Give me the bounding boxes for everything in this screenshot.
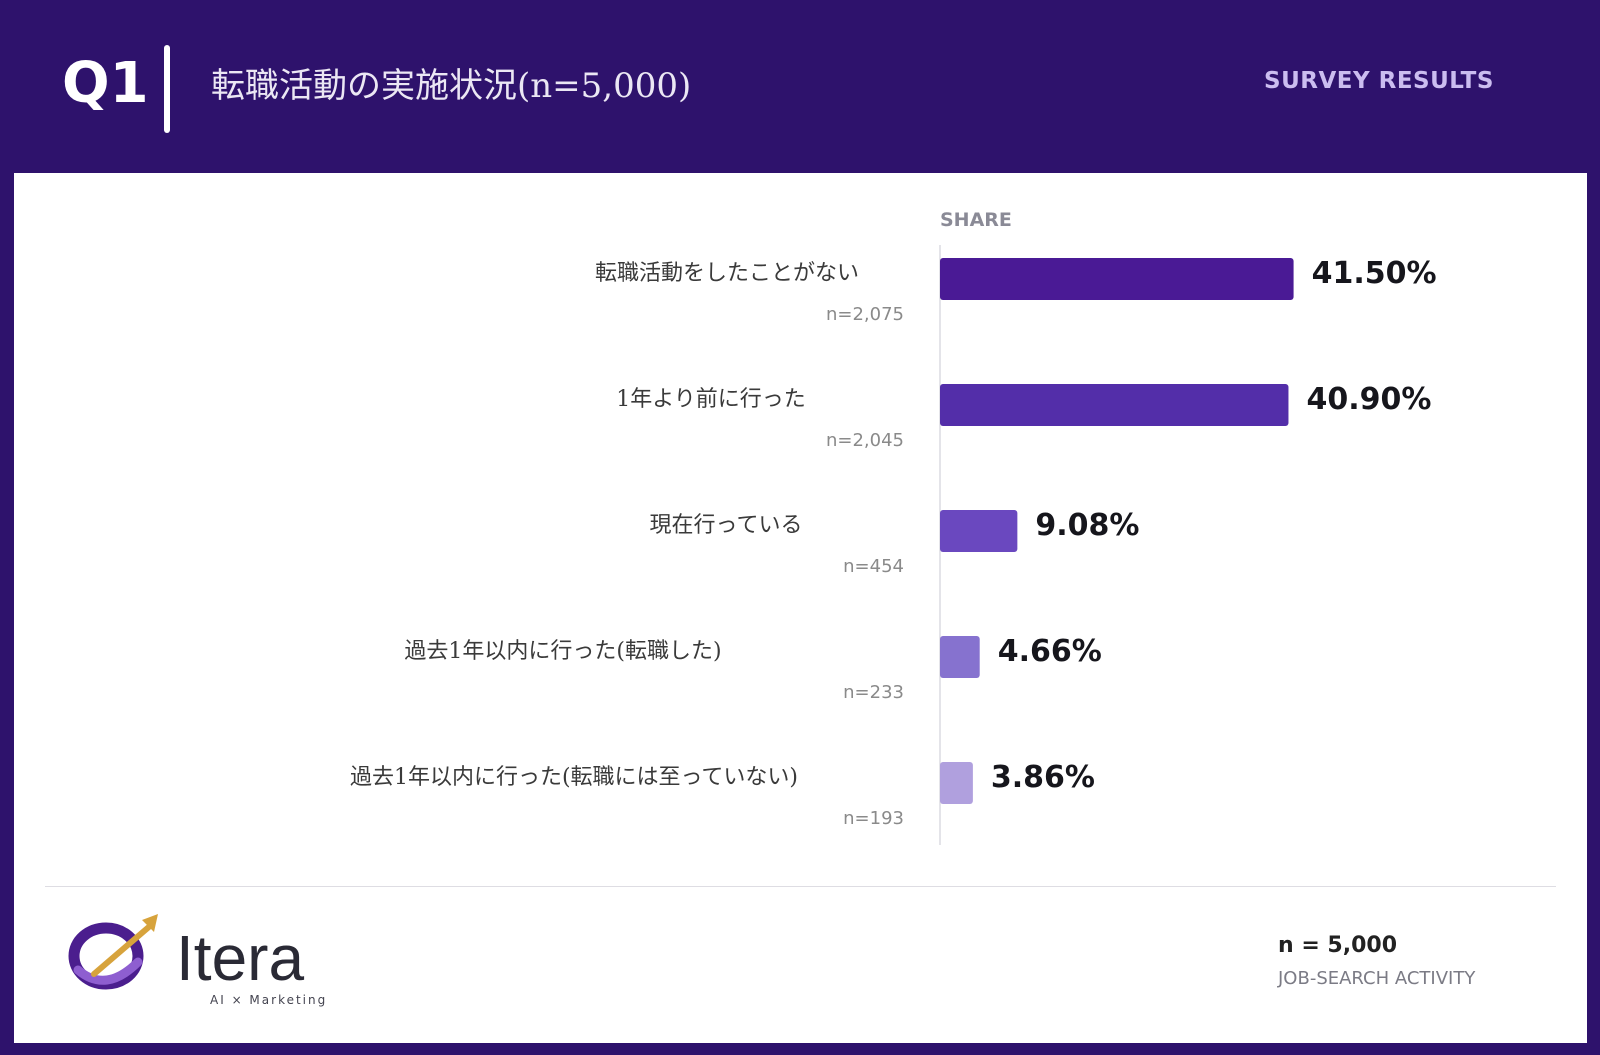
sample-size-label: n = 5,000 bbox=[1278, 933, 1398, 958]
bar bbox=[940, 258, 1294, 300]
bar-value-label: 3.86% bbox=[991, 760, 1095, 795]
page-title: 転職活動の実施状況(n=5,000) bbox=[211, 66, 692, 106]
bar bbox=[940, 384, 1289, 426]
question-number: Q1 bbox=[62, 51, 149, 116]
category-label: 現在行っている bbox=[650, 513, 803, 538]
brand-tagline: AI × Marketing bbox=[210, 993, 327, 1007]
category-label: 転職活動をしたことがない bbox=[595, 261, 859, 286]
footer-divider bbox=[45, 886, 1556, 887]
brand-wordmark: Itera bbox=[176, 922, 304, 994]
bar-value-label: 40.90% bbox=[1306, 382, 1431, 417]
category-count: n=2,045 bbox=[826, 430, 904, 451]
category-count: n=454 bbox=[843, 556, 904, 577]
category-count: n=193 bbox=[843, 808, 904, 829]
category-label: 1年より前に行った bbox=[616, 387, 806, 412]
bar-value-label: 41.50% bbox=[1312, 256, 1437, 291]
category-count: n=233 bbox=[843, 682, 904, 703]
category-count: n=2,075 bbox=[826, 304, 904, 325]
survey-results-badge: SURVEY RESULTS bbox=[1264, 68, 1494, 94]
bar-value-label: 9.08% bbox=[1035, 508, 1139, 543]
category-label: 過去1年以内に行った(転職した) bbox=[404, 639, 721, 664]
bar-chart: SHARE 41.50% 転職活動をしたことがない n=2,075 40.90% 1年よ… bbox=[350, 209, 1437, 845]
bar-value-label: 4.66% bbox=[998, 634, 1102, 669]
share-column-header: SHARE bbox=[940, 209, 1012, 231]
category-label: 過去1年以内に行った(転職には至っていない) bbox=[350, 765, 798, 790]
header-separator bbox=[164, 45, 170, 133]
bar bbox=[940, 510, 1018, 552]
bar bbox=[940, 636, 980, 678]
itera-logo: Itera AI × Marketing bbox=[68, 914, 327, 1007]
footer-subtitle: JOB-SEARCH ACTIVITY bbox=[1278, 968, 1476, 989]
bars-layer: 41.50% 転職活動をしたことがない n=2,075 40.90% 1年より前に行った… bbox=[350, 256, 1437, 829]
header-bar: Q1 転職活動の実施状況(n=5,000) SURVEY RESULTS bbox=[0, 0, 1600, 173]
bar bbox=[940, 762, 973, 804]
chart-panel: SHARE 41.50% 転職活動をしたことがない n=2,075 40.90% 1年よ… bbox=[14, 173, 1587, 1043]
